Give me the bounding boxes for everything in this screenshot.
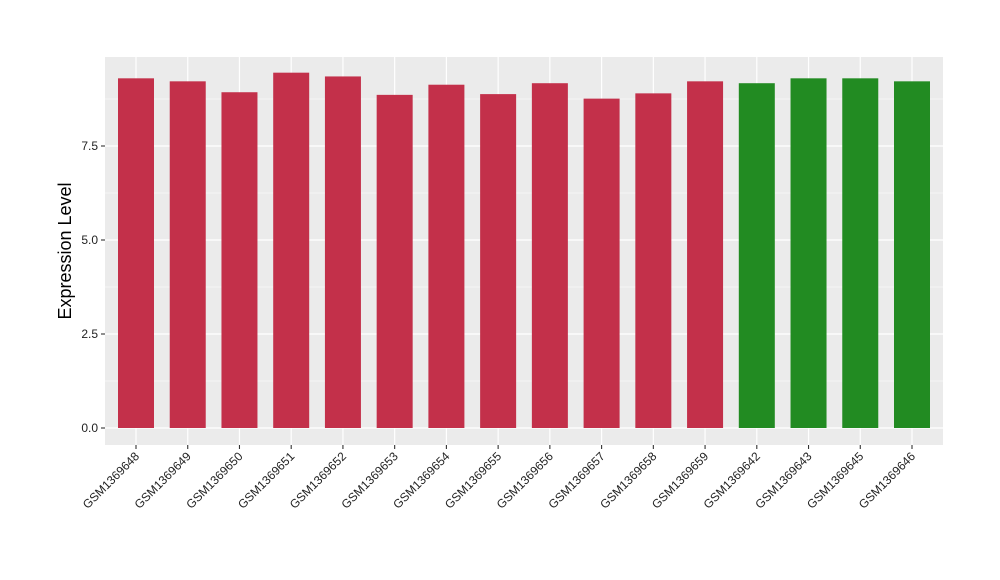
- bar-GSM1369649: [169, 81, 206, 428]
- bar-GSM1369645: [842, 78, 879, 428]
- y-tick-label: 0.0: [81, 421, 98, 435]
- bar-GSM1369643: [790, 78, 827, 428]
- y-axis-title: Expression Level: [55, 182, 75, 319]
- y-axis: 0.0 2.5 5.0 7.5: [81, 139, 105, 435]
- bar-GSM1369655: [480, 94, 517, 428]
- bars: [118, 72, 930, 429]
- bar-GSM1369642: [738, 83, 775, 428]
- bar-GSM1369657: [583, 98, 620, 429]
- bar-GSM1369652: [324, 76, 361, 428]
- bar-GSM1369659: [687, 81, 724, 428]
- bar-GSM1369646: [894, 81, 930, 428]
- bar-GSM1369648: [118, 78, 154, 428]
- bar-GSM1369650: [221, 92, 258, 429]
- bar-GSM1369653: [376, 94, 413, 428]
- bar-GSM1369656: [531, 83, 568, 428]
- y-tick-label: 5.0: [81, 233, 98, 247]
- y-tick-label: 2.5: [81, 327, 98, 341]
- y-tick-label: 7.5: [81, 139, 98, 153]
- bar-GSM1369651: [273, 72, 310, 429]
- bar-GSM1369654: [428, 84, 465, 428]
- x-axis: GSM1369648GSM1369649GSM1369650GSM1369651…: [80, 445, 918, 511]
- bar-GSM1369658: [635, 93, 672, 429]
